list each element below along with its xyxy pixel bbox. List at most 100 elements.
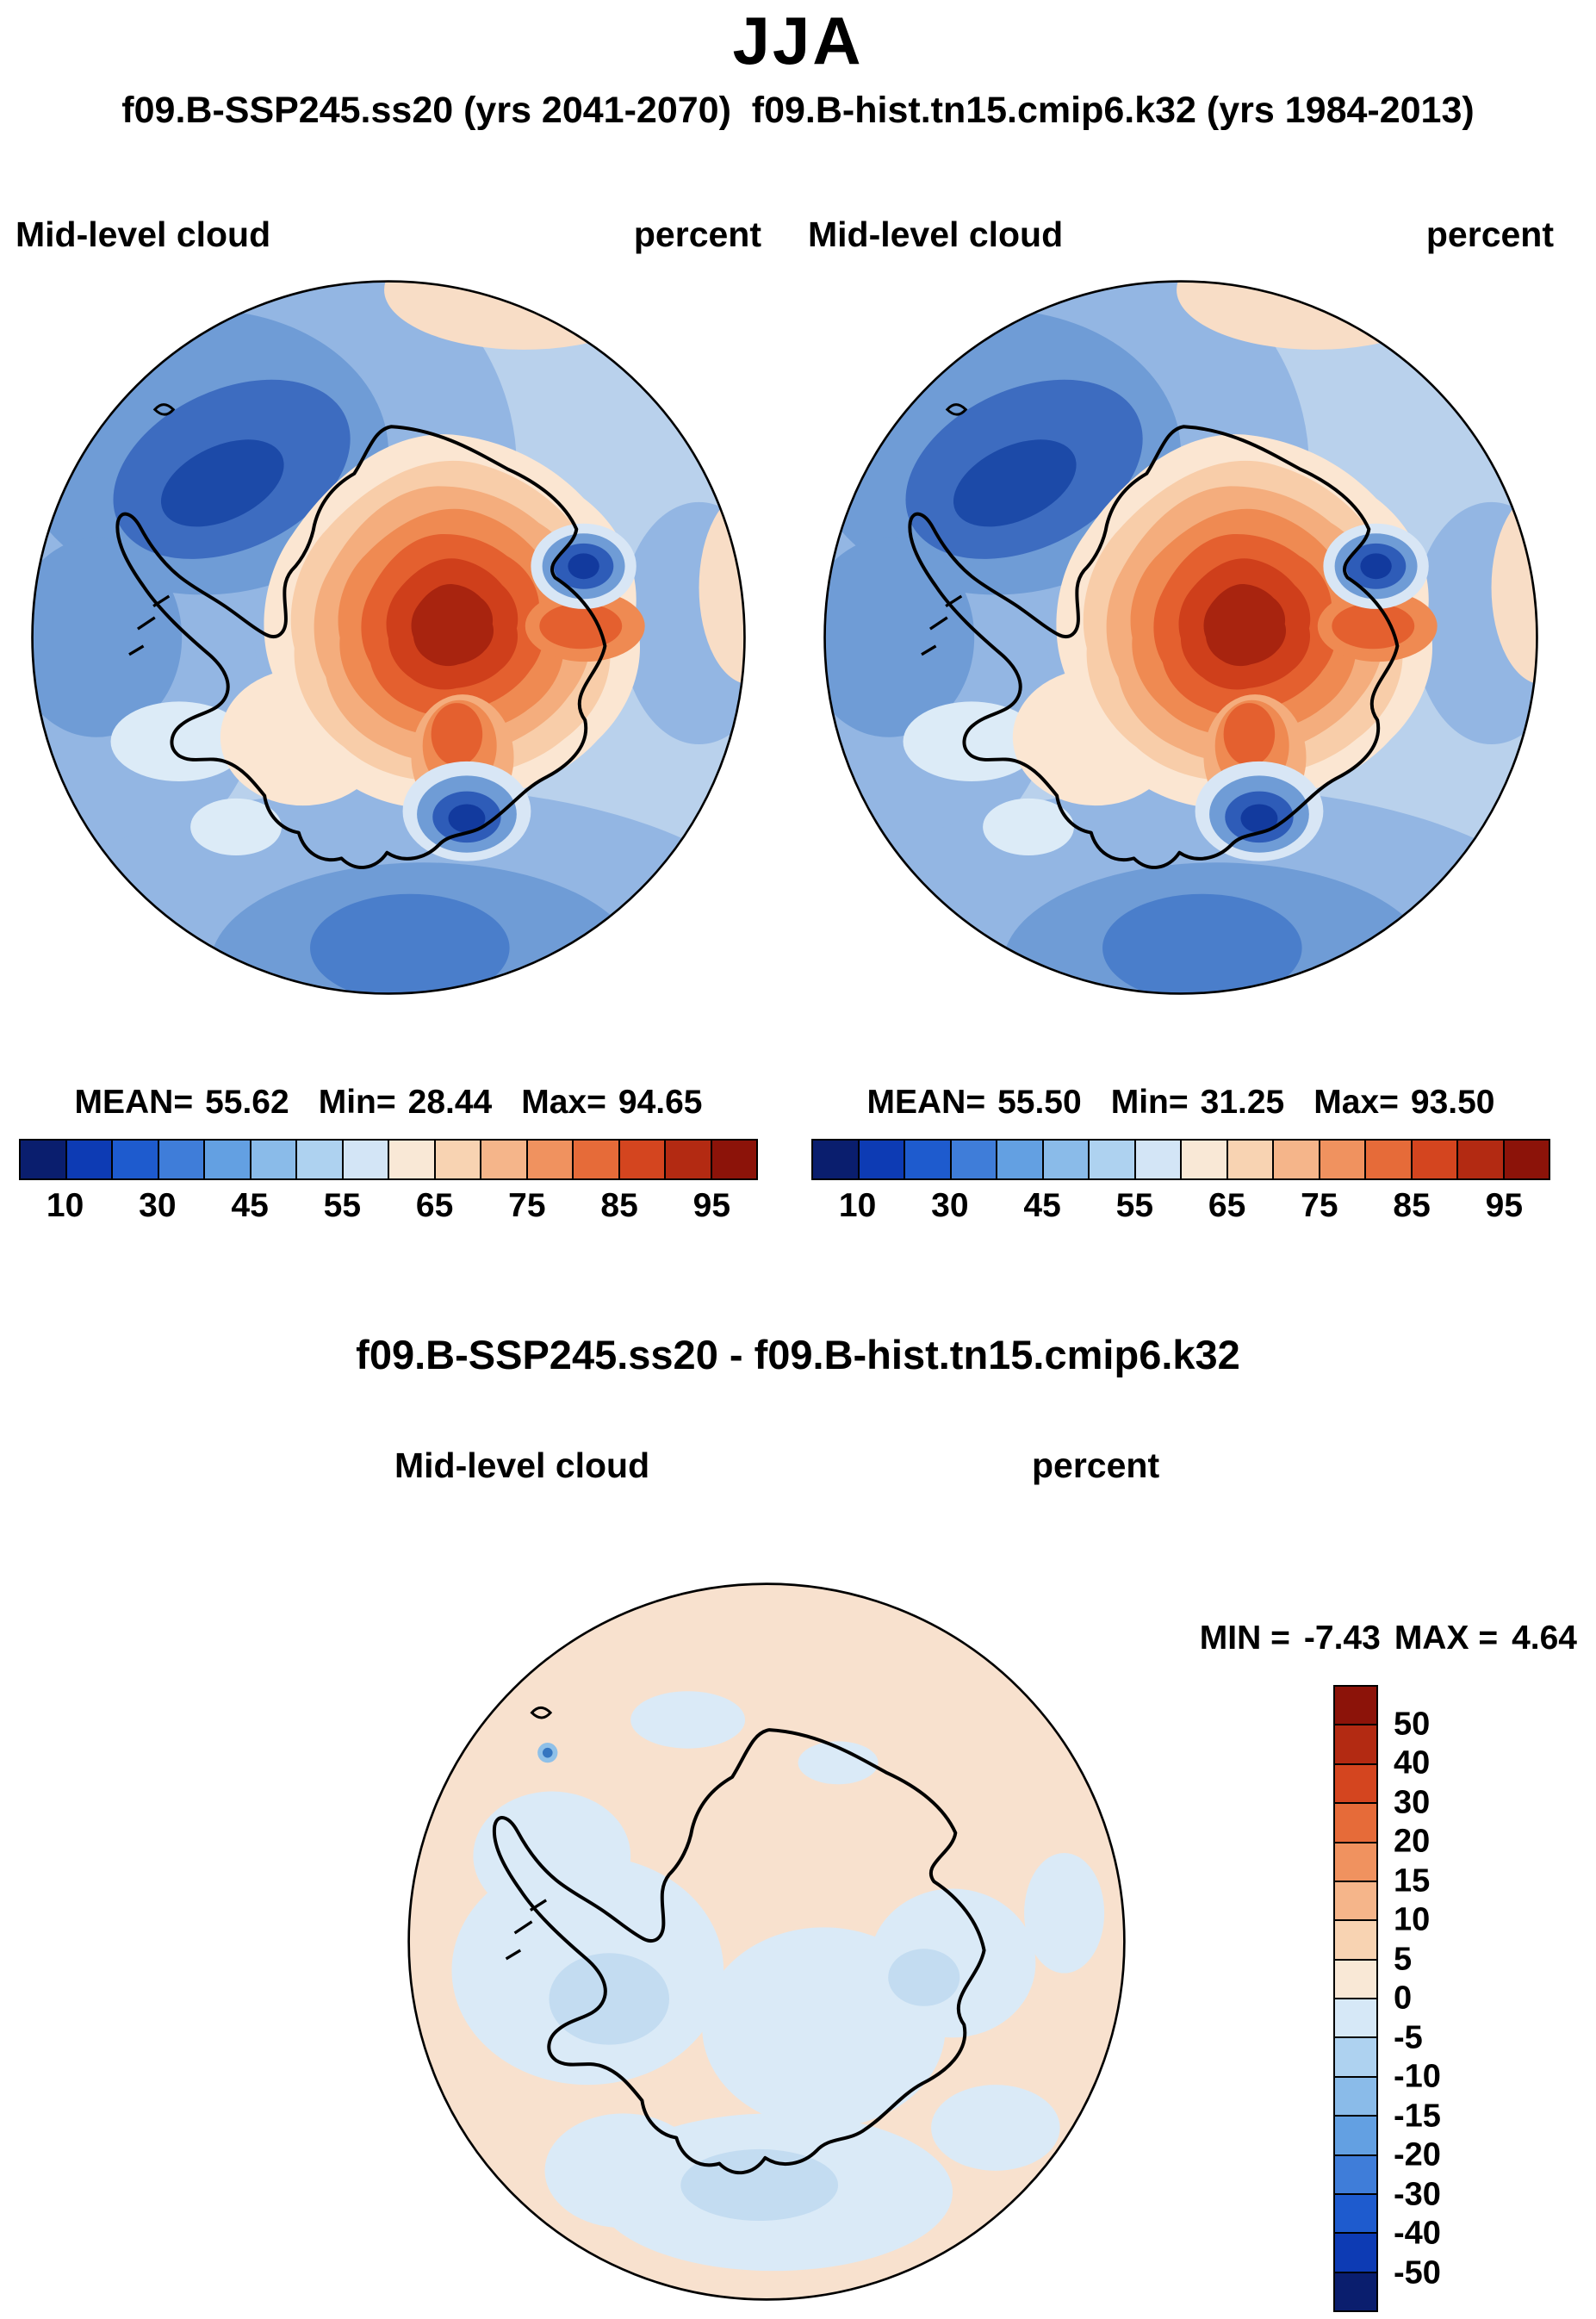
colorbar-vertical-tick-column: 50 40 30 20 15 10 5 0 -5 -10 -15 -20 -30 -40 -50 [1394, 1685, 1514, 2312]
colorbar-segment [1335, 1919, 1376, 1959]
variable-label: Mid-level cloud [394, 1445, 650, 1485]
min-label: Min= [318, 1084, 396, 1121]
colorbar-vertical [1333, 1685, 1378, 2312]
colorbar-segment [1226, 1141, 1272, 1178]
colorbar-segment [388, 1141, 434, 1178]
colorbar-segment [157, 1141, 203, 1178]
colorbar-segment [111, 1141, 158, 1178]
colorbar-tick-label: 65 [1208, 1187, 1246, 1224]
colorbar-segment [1335, 2115, 1376, 2154]
colorbar-tick-label: 45 [1023, 1187, 1061, 1224]
colorbar-horizontal [19, 1139, 758, 1180]
colorbar-tick-label: 95 [692, 1187, 731, 1224]
colorbar-tick-label: 10 [1394, 1901, 1431, 1938]
colorbar-tick-label: 50 [1394, 1706, 1431, 1742]
colorbar-segment [1335, 2036, 1376, 2076]
colorbar-tick-label: 0 [1394, 1980, 1413, 2017]
colorbar-segment [1335, 2271, 1376, 2310]
colorbar-segment [1335, 1802, 1376, 1842]
colorbar-tick-label: 10 [838, 1187, 877, 1224]
colorbar-tick-label: -20 [1394, 2136, 1441, 2173]
colorbar-segment [1335, 1958, 1376, 1998]
colorbar-tick-label: -5 [1394, 2019, 1423, 2055]
colorbar-tick-label: 40 [1394, 1744, 1431, 1781]
colorbar-segment [949, 1141, 996, 1178]
colorbar-segment [203, 1141, 250, 1178]
colorbar-tick-label: 10 [46, 1187, 84, 1224]
colorbar-segment [710, 1141, 756, 1178]
colorbar-segment [1335, 2154, 1376, 2193]
colorbar-tick-label: 30 [1394, 1784, 1431, 1820]
panel-hist: Mid-level cloud percent MEAN= 55.50 Min= 31… [803, 210, 1559, 1237]
max-label: Max= [521, 1084, 606, 1121]
colorbar-segment [857, 1141, 904, 1178]
stats-line: MEAN= 55.50 Min= 31.25 Max= 93.50 [803, 1084, 1559, 1122]
colorbar-tick-label: -30 [1394, 2176, 1441, 2212]
colorbar-segment [1335, 1998, 1376, 2037]
max-value: 93.50 [1410, 1084, 1495, 1121]
antarctica-cloud-map-ssp245 [18, 267, 759, 1008]
mean-value: 55.50 [997, 1084, 1082, 1121]
variable-label: Mid-level cloud [808, 214, 1064, 254]
colorbar-tick-label: 45 [231, 1187, 269, 1224]
min-value: 28.44 [407, 1084, 493, 1121]
colorbar-tick-label: 75 [508, 1187, 546, 1224]
colorbar-tick-label: 65 [415, 1187, 454, 1224]
colorbar-segment [1335, 1687, 1376, 1725]
colorbar-tick-label: 55 [323, 1187, 362, 1224]
colorbar-tick-label: 20 [1394, 1823, 1431, 1860]
colorbar-tick-row: 10 30 45 55 65 75 85 95 [811, 1187, 1550, 1237]
colorbar-segment [65, 1141, 111, 1178]
mean-value: 55.62 [205, 1084, 289, 1121]
diff-minmax-line: MIN = -7.43 MAX = 4.64 [1162, 1582, 1577, 1695]
colorbar-segment [1335, 1763, 1376, 1803]
colorbar-segment [480, 1141, 526, 1178]
antarctica-cloud-difference-map [394, 1570, 1139, 2314]
figure-subtitle: f09.B-SSP245.ss20 (yrs 2041-2070) f09.B-… [121, 90, 1475, 131]
colorbar-tick-label: -50 [1394, 2254, 1441, 2291]
colorbar-segment [1133, 1141, 1180, 1178]
mean-label: MEAN= [74, 1084, 194, 1121]
units-label: percent [633, 214, 761, 254]
difference-title: f09.B-SSP245.ss20 - f09.B-hist.tn15.cmip… [356, 1332, 1240, 1377]
colorbar-segment [295, 1141, 342, 1178]
colorbar-segment [1335, 2075, 1376, 2116]
colorbar-segment [341, 1141, 388, 1178]
units-label: percent [1425, 214, 1554, 254]
mean-label: MEAN= [866, 1084, 986, 1121]
max-label: Max= [1313, 1084, 1399, 1121]
colorbar-segment [433, 1141, 480, 1178]
diff-max-value: 4.64 [1512, 1620, 1577, 1657]
colorbar-segment [813, 1141, 858, 1178]
colorbar-tick-label: 30 [139, 1187, 177, 1224]
colorbar-tick-label: 85 [600, 1187, 638, 1224]
colorbar-segment [1335, 1841, 1376, 1881]
colorbar-segment [664, 1141, 711, 1178]
colorbar-segment [1335, 2192, 1376, 2233]
colorbar-segment [572, 1141, 618, 1178]
colorbar-tick-label: 30 [931, 1187, 969, 1224]
colorbar-segment [1318, 1141, 1364, 1178]
diff-max-label: MAX = [1394, 1620, 1499, 1657]
min-value: 31.25 [1200, 1084, 1285, 1121]
colorbar-tick-label: 5 [1394, 1941, 1413, 1977]
colorbar-segment [525, 1141, 572, 1178]
colorbar-tick-label: -40 [1394, 2215, 1441, 2252]
colorbar-segment [1335, 1724, 1376, 1763]
colorbar-segment [1364, 1141, 1411, 1178]
colorbar-segment [1335, 1880, 1376, 1920]
colorbar-segment [1088, 1141, 1134, 1178]
colorbar-tick-label: 85 [1393, 1187, 1431, 1224]
diff-min-label: MIN = [1199, 1620, 1290, 1657]
colorbar-segment [1456, 1141, 1503, 1178]
colorbar-tick-label: 95 [1485, 1187, 1524, 1224]
figure-title: JJA [732, 3, 864, 78]
diff-min-value: -7.43 [1303, 1620, 1381, 1657]
stats-line: MEAN= 55.62 Min= 28.44 Max= 94.65 [10, 1084, 767, 1122]
colorbar-segment [1335, 2232, 1376, 2272]
colorbar-tick-label: 55 [1115, 1187, 1154, 1224]
colorbar-segment [21, 1141, 65, 1178]
antarctica-cloud-map-hist [810, 267, 1551, 1008]
colorbar-segment [1041, 1141, 1088, 1178]
